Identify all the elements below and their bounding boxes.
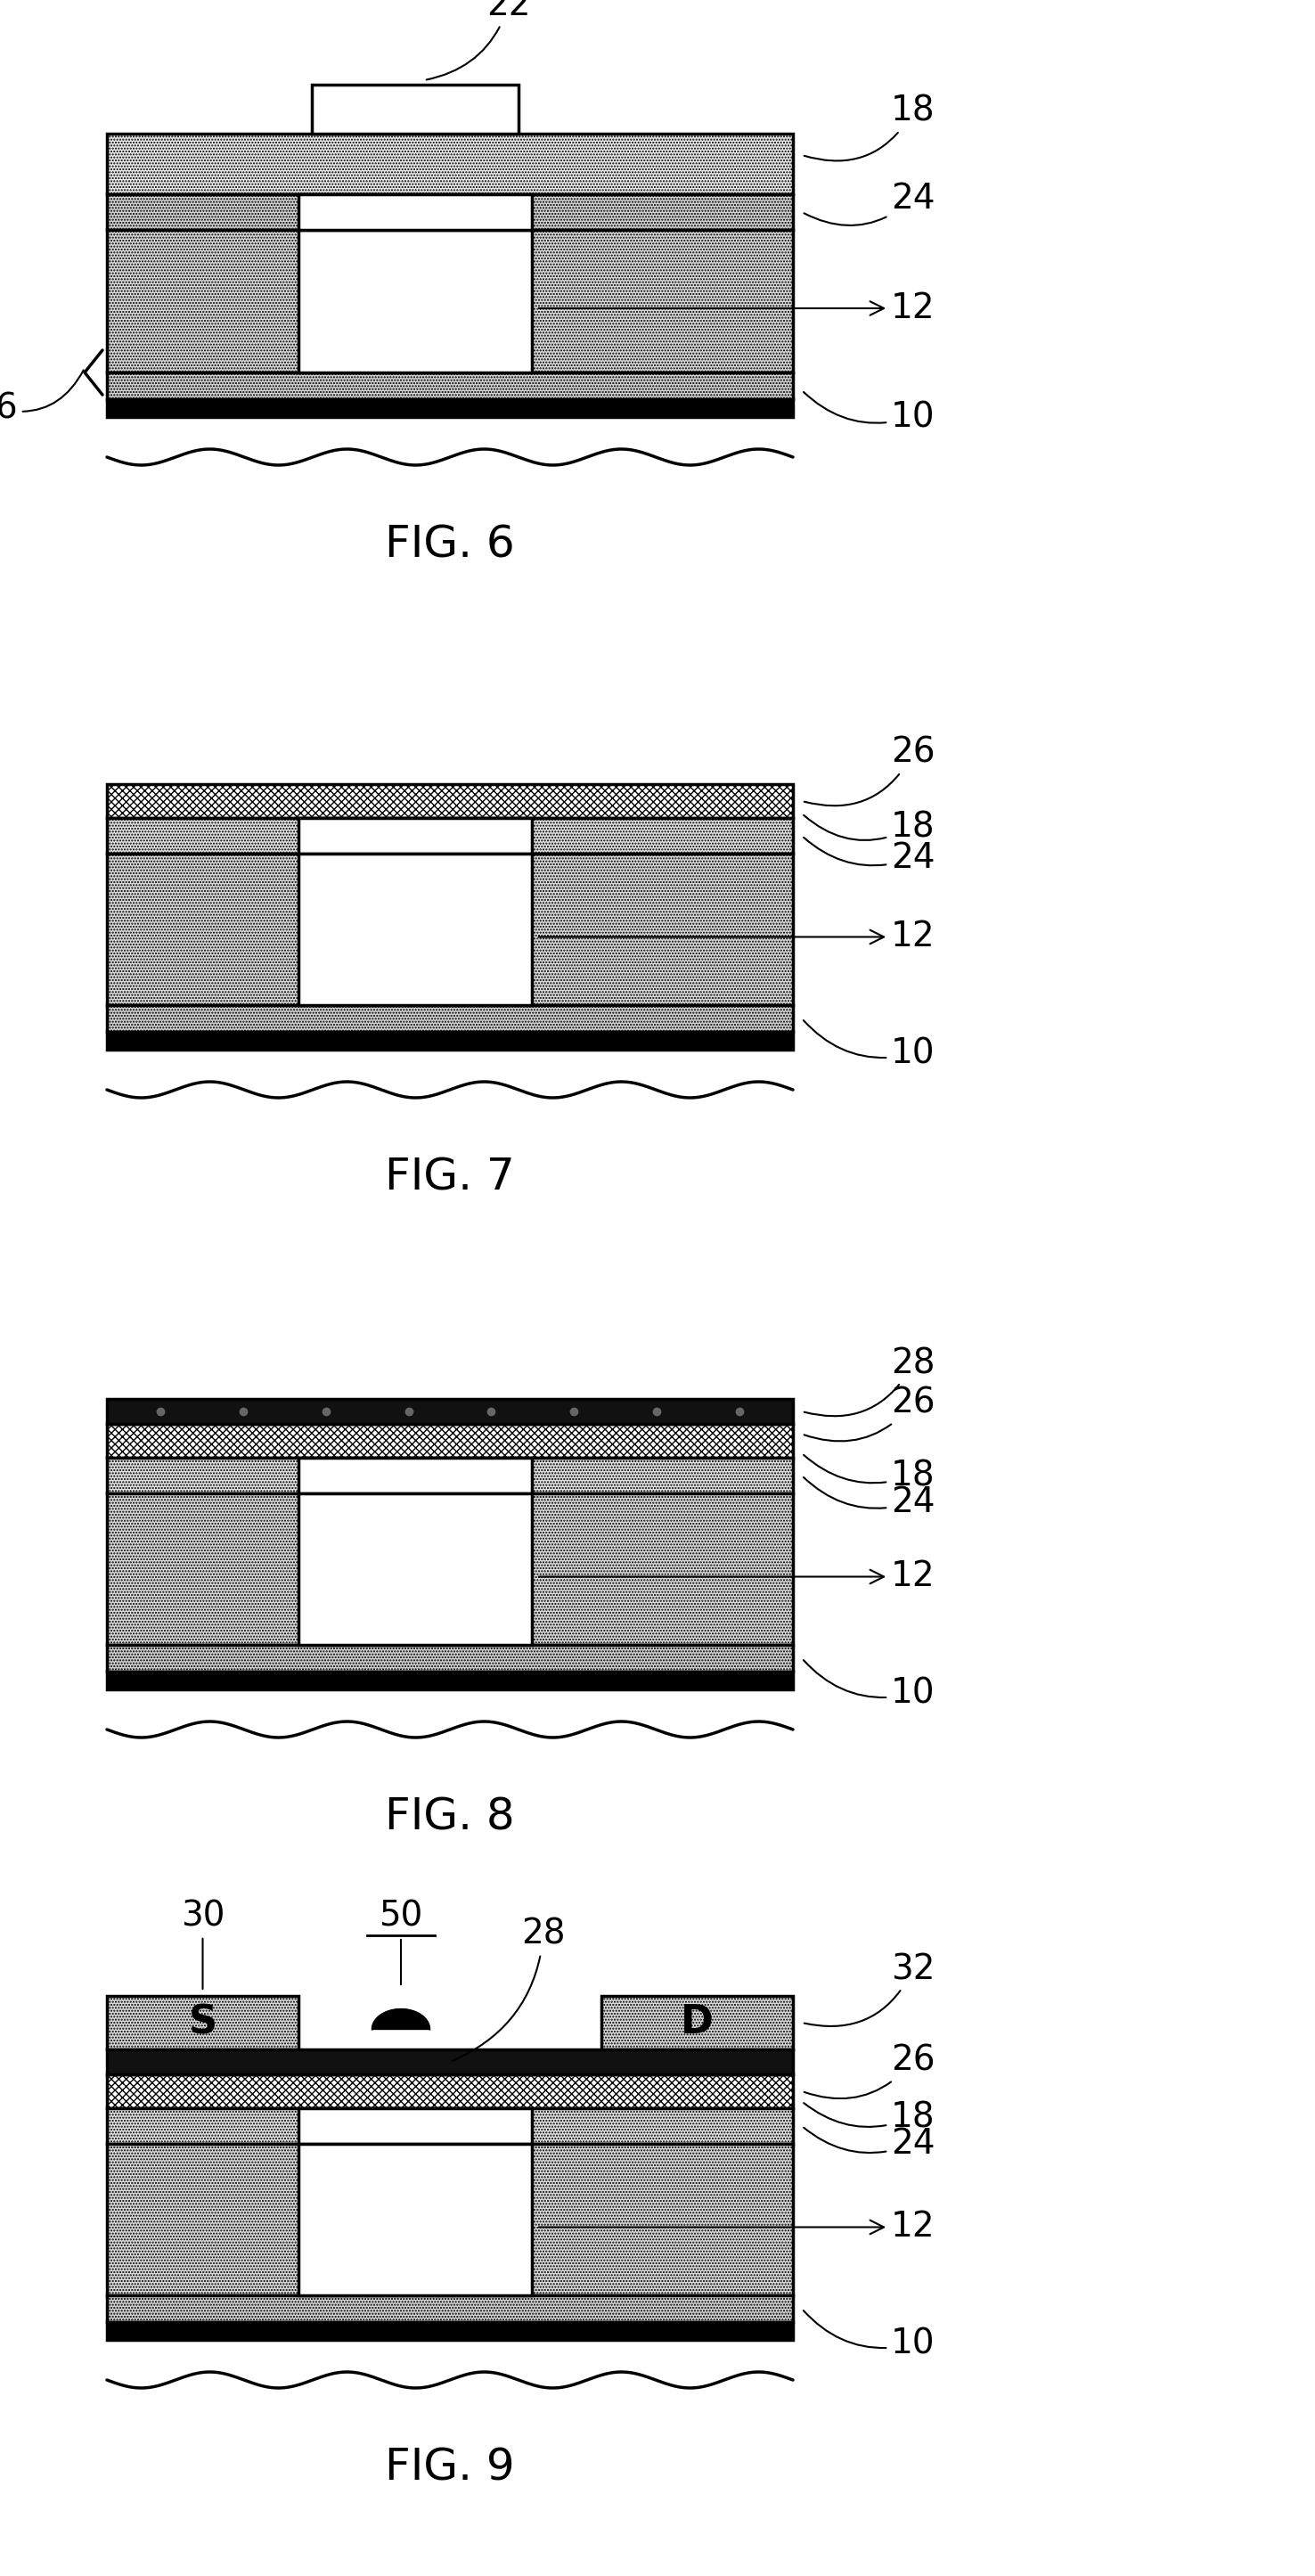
Text: 18: 18 (803, 809, 935, 845)
Bar (107, 374, 793, 399)
Text: 32: 32 (805, 1953, 935, 2027)
Text: 26: 26 (805, 2043, 935, 2099)
Bar (299, 819, 531, 853)
Text: 12: 12 (539, 291, 935, 325)
Text: 28: 28 (805, 1347, 935, 1417)
Text: 18: 18 (803, 2099, 935, 2133)
Bar (312, 85, 518, 134)
Text: 12: 12 (539, 920, 935, 953)
Text: FIG. 7: FIG. 7 (385, 1157, 515, 1200)
Bar (107, 2074, 793, 2107)
Text: 28: 28 (452, 1917, 565, 2061)
Text: 10: 10 (803, 1020, 935, 1072)
Bar (107, 1399, 793, 1425)
Text: 10: 10 (803, 1659, 935, 1710)
Bar (107, 853, 793, 1005)
Bar (299, 1458, 531, 1494)
Text: 26: 26 (805, 737, 935, 806)
Text: 22: 22 (426, 0, 530, 80)
Bar (107, 2321, 793, 2339)
Bar (107, 1005, 793, 1033)
Bar (107, 1033, 793, 1048)
Text: 10: 10 (803, 2311, 935, 2362)
Polygon shape (372, 2009, 430, 2030)
Bar (107, 1646, 793, 1672)
Bar (107, 1458, 793, 1494)
Bar (107, 1672, 793, 1690)
Bar (107, 193, 793, 229)
Text: FIG. 9: FIG. 9 (385, 2447, 514, 2488)
Text: FIG. 8: FIG. 8 (385, 1795, 514, 1839)
Bar (299, 2107, 531, 2143)
Bar (107, 2295, 793, 2321)
Bar (299, 2143, 531, 2295)
Bar (299, 1494, 531, 1646)
Bar (107, 134, 793, 193)
Text: 24: 24 (803, 2128, 935, 2161)
Text: 16: 16 (0, 371, 83, 425)
Text: 24: 24 (803, 837, 935, 876)
Text: D: D (681, 2004, 714, 2043)
Text: 12: 12 (539, 1558, 935, 1595)
Text: 50: 50 (379, 1899, 423, 1935)
Bar (601, 1996, 793, 2050)
Text: 12: 12 (539, 2210, 935, 2244)
Text: 18: 18 (803, 1455, 935, 1492)
Bar (107, 2050, 793, 2074)
Text: 10: 10 (803, 392, 935, 433)
Bar (299, 193, 531, 229)
Text: 30: 30 (180, 1899, 225, 1989)
Bar (107, 783, 793, 819)
Text: FIG. 6: FIG. 6 (385, 523, 515, 567)
Bar (107, 2107, 793, 2143)
Text: S: S (188, 2004, 217, 2043)
Text: 26: 26 (805, 1386, 935, 1440)
Bar (299, 229, 531, 374)
Bar (107, 2143, 793, 2295)
Bar (107, 1996, 299, 2050)
Text: 18: 18 (805, 95, 935, 160)
Text: 24: 24 (803, 183, 935, 227)
Bar (107, 1425, 793, 1458)
Text: 24: 24 (803, 1476, 935, 1520)
Bar (107, 1494, 793, 1646)
Bar (299, 853, 531, 1005)
Bar (107, 229, 793, 374)
Bar (107, 399, 793, 417)
Bar (107, 819, 793, 853)
